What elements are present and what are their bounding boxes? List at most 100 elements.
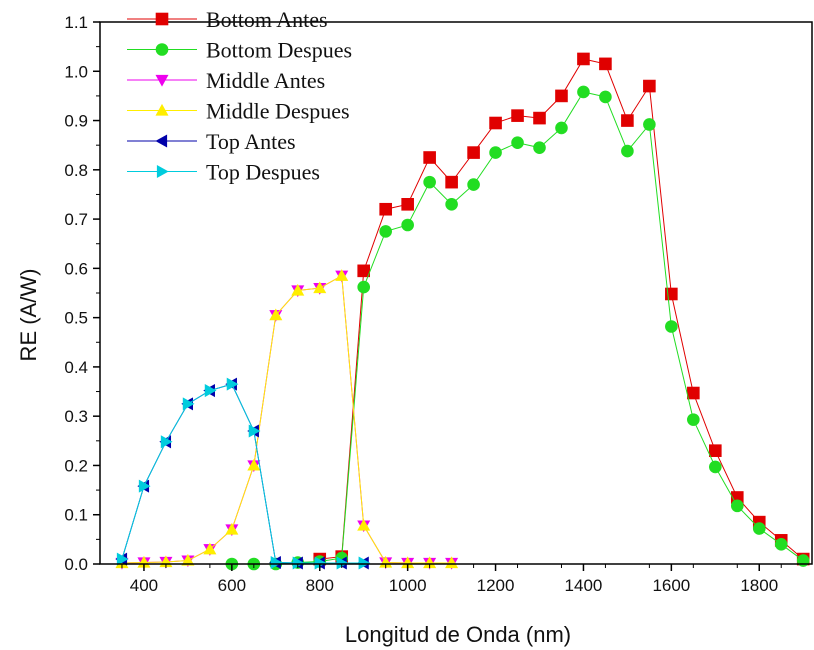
data-point-triangle-up xyxy=(269,308,283,321)
y-tick-label: 0.5 xyxy=(64,309,88,328)
data-point-triangle-up xyxy=(291,283,305,296)
data-point-circle xyxy=(621,144,634,158)
data-point-square xyxy=(357,264,371,278)
data-point-circle xyxy=(445,198,458,211)
data-point-circle xyxy=(155,43,169,56)
series-layer xyxy=(115,52,810,571)
data-point-square xyxy=(621,114,634,127)
data-point-circle xyxy=(687,413,700,426)
data-point-triangle-up xyxy=(155,103,169,116)
data-point-triangle-right xyxy=(160,435,173,449)
y-tick-label: 0.2 xyxy=(64,456,88,475)
y-tick-label: 0.0 xyxy=(64,555,88,574)
series-line xyxy=(121,274,452,564)
series-line xyxy=(121,274,452,564)
data-point-circle xyxy=(709,460,722,474)
legend-label: Middle Despues xyxy=(206,99,350,124)
x-tick-label: 1400 xyxy=(565,576,603,595)
data-point-circle xyxy=(752,522,766,535)
x-tick-label: 600 xyxy=(218,576,246,595)
data-point-triangle-up xyxy=(335,269,349,281)
data-point-triangle-up xyxy=(313,281,327,294)
y-tick-label: 1.0 xyxy=(64,62,88,81)
data-point-square xyxy=(709,444,722,457)
data-point-square xyxy=(577,52,590,66)
data-point-triangle-up xyxy=(247,458,261,471)
series-middle-antes xyxy=(115,270,459,570)
y-tick-label: 0.8 xyxy=(64,161,88,180)
legend: Bottom Antes Bottom Despues Middle Antes Mi… xyxy=(127,7,352,185)
data-point-square xyxy=(555,89,568,103)
legend-label: Top Antes xyxy=(206,129,296,154)
axes: 400 600 800 1000 1200 1400 1600 1800 0.0 0.1 0.2 0.… xyxy=(64,13,813,595)
series-line xyxy=(121,383,364,564)
legend-item: Bottom Despues xyxy=(127,38,352,63)
legend-label: Bottom Despues xyxy=(206,38,352,63)
data-point-square xyxy=(423,151,436,164)
data-point-square xyxy=(445,175,458,189)
data-point-circle xyxy=(379,225,392,238)
x-tick-label: 1600 xyxy=(652,576,690,595)
data-point-triangle-right xyxy=(292,556,305,570)
data-point-triangle-right xyxy=(336,556,349,570)
data-point-circle xyxy=(599,90,612,104)
data-point-circle xyxy=(577,85,590,99)
data-point-triangle-down xyxy=(155,74,169,87)
data-point-circle xyxy=(665,320,678,333)
data-point-circle xyxy=(643,118,656,131)
data-point-square xyxy=(489,116,502,130)
data-point-circle xyxy=(555,121,568,135)
legend-label: Top Despues xyxy=(206,160,320,185)
data-point-circle xyxy=(467,178,480,191)
data-point-triangle-up xyxy=(225,522,239,535)
data-point-circle xyxy=(730,499,744,513)
x-tick-label: 1000 xyxy=(389,576,427,595)
legend-item: Middle Despues xyxy=(127,99,350,124)
y-tick-label: 0.6 xyxy=(64,259,88,278)
data-point-square xyxy=(643,79,656,93)
data-point-triangle-right xyxy=(116,552,129,566)
series-middle-despues xyxy=(115,269,459,569)
data-point-circle xyxy=(796,554,810,567)
y-tick-label: 0.9 xyxy=(64,112,88,131)
data-point-triangle-up xyxy=(181,553,195,566)
y-axis-title: RE (A/W) xyxy=(16,269,41,362)
x-tick-label: 1800 xyxy=(740,576,778,595)
series-top-despues xyxy=(116,377,371,570)
data-point-square xyxy=(401,198,414,211)
data-point-triangle-right xyxy=(248,424,261,438)
data-point-triangle-right xyxy=(182,397,195,411)
data-point-square xyxy=(467,146,480,159)
y-tick-label: 0.3 xyxy=(64,407,88,426)
data-point-circle xyxy=(401,218,414,232)
legend-item: Middle Antes xyxy=(127,68,325,93)
data-point-square xyxy=(155,12,169,26)
legend-item: Top Antes xyxy=(127,129,296,154)
x-axis-title: Longitud de Onda (nm) xyxy=(345,622,571,647)
legend-item: Top Despues xyxy=(127,160,320,185)
data-point-triangle-right xyxy=(358,556,371,570)
x-tick-label: 1200 xyxy=(477,576,515,595)
data-point-circle xyxy=(423,175,436,189)
data-point-square xyxy=(533,111,546,125)
data-point-circle xyxy=(357,280,371,294)
y-tick-label: 0.7 xyxy=(64,210,88,229)
data-point-square xyxy=(379,202,392,216)
data-point-triangle-right xyxy=(270,556,283,570)
x-tick-label: 400 xyxy=(130,576,158,595)
data-point-triangle-up xyxy=(445,556,459,569)
data-point-triangle-up xyxy=(203,542,217,555)
data-point-triangle-left xyxy=(155,134,168,148)
data-point-circle xyxy=(511,136,524,150)
y-tick-label: 1.1 xyxy=(64,13,88,32)
data-point-circle xyxy=(774,537,788,551)
y-tick-label: 0.1 xyxy=(64,506,88,525)
x-tick-label: 800 xyxy=(306,576,334,595)
data-point-triangle-right xyxy=(138,479,151,493)
data-point-circle xyxy=(489,146,502,159)
data-point-triangle-right xyxy=(226,377,239,391)
data-point-triangle-right xyxy=(156,164,169,179)
legend-label: Middle Antes xyxy=(206,68,325,93)
data-point-triangle-right xyxy=(204,384,217,398)
